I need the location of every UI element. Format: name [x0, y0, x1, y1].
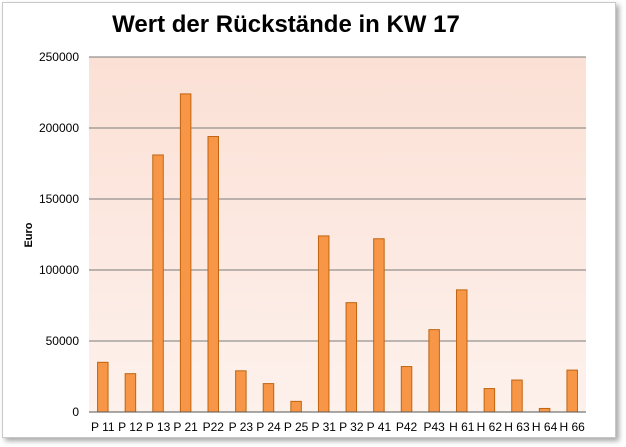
bar	[400, 366, 413, 413]
bar	[97, 361, 109, 413]
x-tick-label: P 21	[173, 420, 198, 434]
bar	[207, 136, 219, 413]
x-tick-label: P 13	[146, 420, 171, 434]
bar	[538, 407, 551, 413]
bar	[373, 238, 385, 413]
x-tick-label: H 63	[504, 420, 530, 434]
x-tick-label: H 61	[449, 420, 475, 434]
bar	[511, 379, 523, 413]
x-tick-label: P 41	[367, 420, 392, 434]
bar	[566, 369, 578, 413]
y-tick-label: 200000	[39, 121, 79, 135]
bar	[317, 235, 330, 413]
x-tick-label: H 66	[560, 420, 586, 434]
bars	[97, 93, 578, 413]
y-tick-label: 0	[72, 405, 79, 419]
x-tick-label: P43	[423, 420, 445, 434]
chart-title: Wert der Rückstände in KW 17	[112, 11, 460, 38]
plot-area	[89, 57, 586, 412]
x-tick-label: P42	[396, 420, 418, 434]
gridlines	[89, 56, 586, 342]
x-tick-label: P 11	[91, 420, 115, 434]
x-tick-label: H 62	[477, 420, 503, 434]
y-axis-label: Euro	[23, 222, 35, 247]
bar	[345, 302, 358, 413]
x-tick-label: H 64	[532, 420, 558, 434]
x-tick-label: P 31	[311, 420, 336, 434]
bar	[483, 388, 496, 413]
x-tick-label: P 32	[339, 420, 364, 434]
x-tick-label: P 12	[118, 420, 143, 434]
bar	[456, 289, 468, 413]
bar	[179, 93, 192, 413]
x-tick-label: P 23	[229, 420, 254, 434]
y-tick-label: 150000	[39, 192, 79, 206]
bar	[290, 400, 302, 413]
x-tick-label: P 25	[284, 420, 309, 434]
bar	[428, 329, 440, 413]
bar	[235, 370, 247, 413]
y-tick-label: 250000	[39, 50, 79, 64]
y-tick-label: 100000	[39, 263, 79, 277]
y-tick-label: 50000	[46, 334, 80, 348]
bar	[262, 383, 275, 413]
y-axis-ticks: 0 50000 100000 150000 200000 250000	[39, 50, 79, 419]
bar	[124, 373, 137, 413]
bar	[152, 154, 164, 413]
x-tick-label: P22	[203, 420, 225, 434]
x-axis-ticks: P 11 P 12 P 13 P 21 P22 P 23 P 24 P 25 P 31 P 32 P…	[91, 420, 585, 434]
x-tick-label: P 24	[256, 420, 281, 434]
